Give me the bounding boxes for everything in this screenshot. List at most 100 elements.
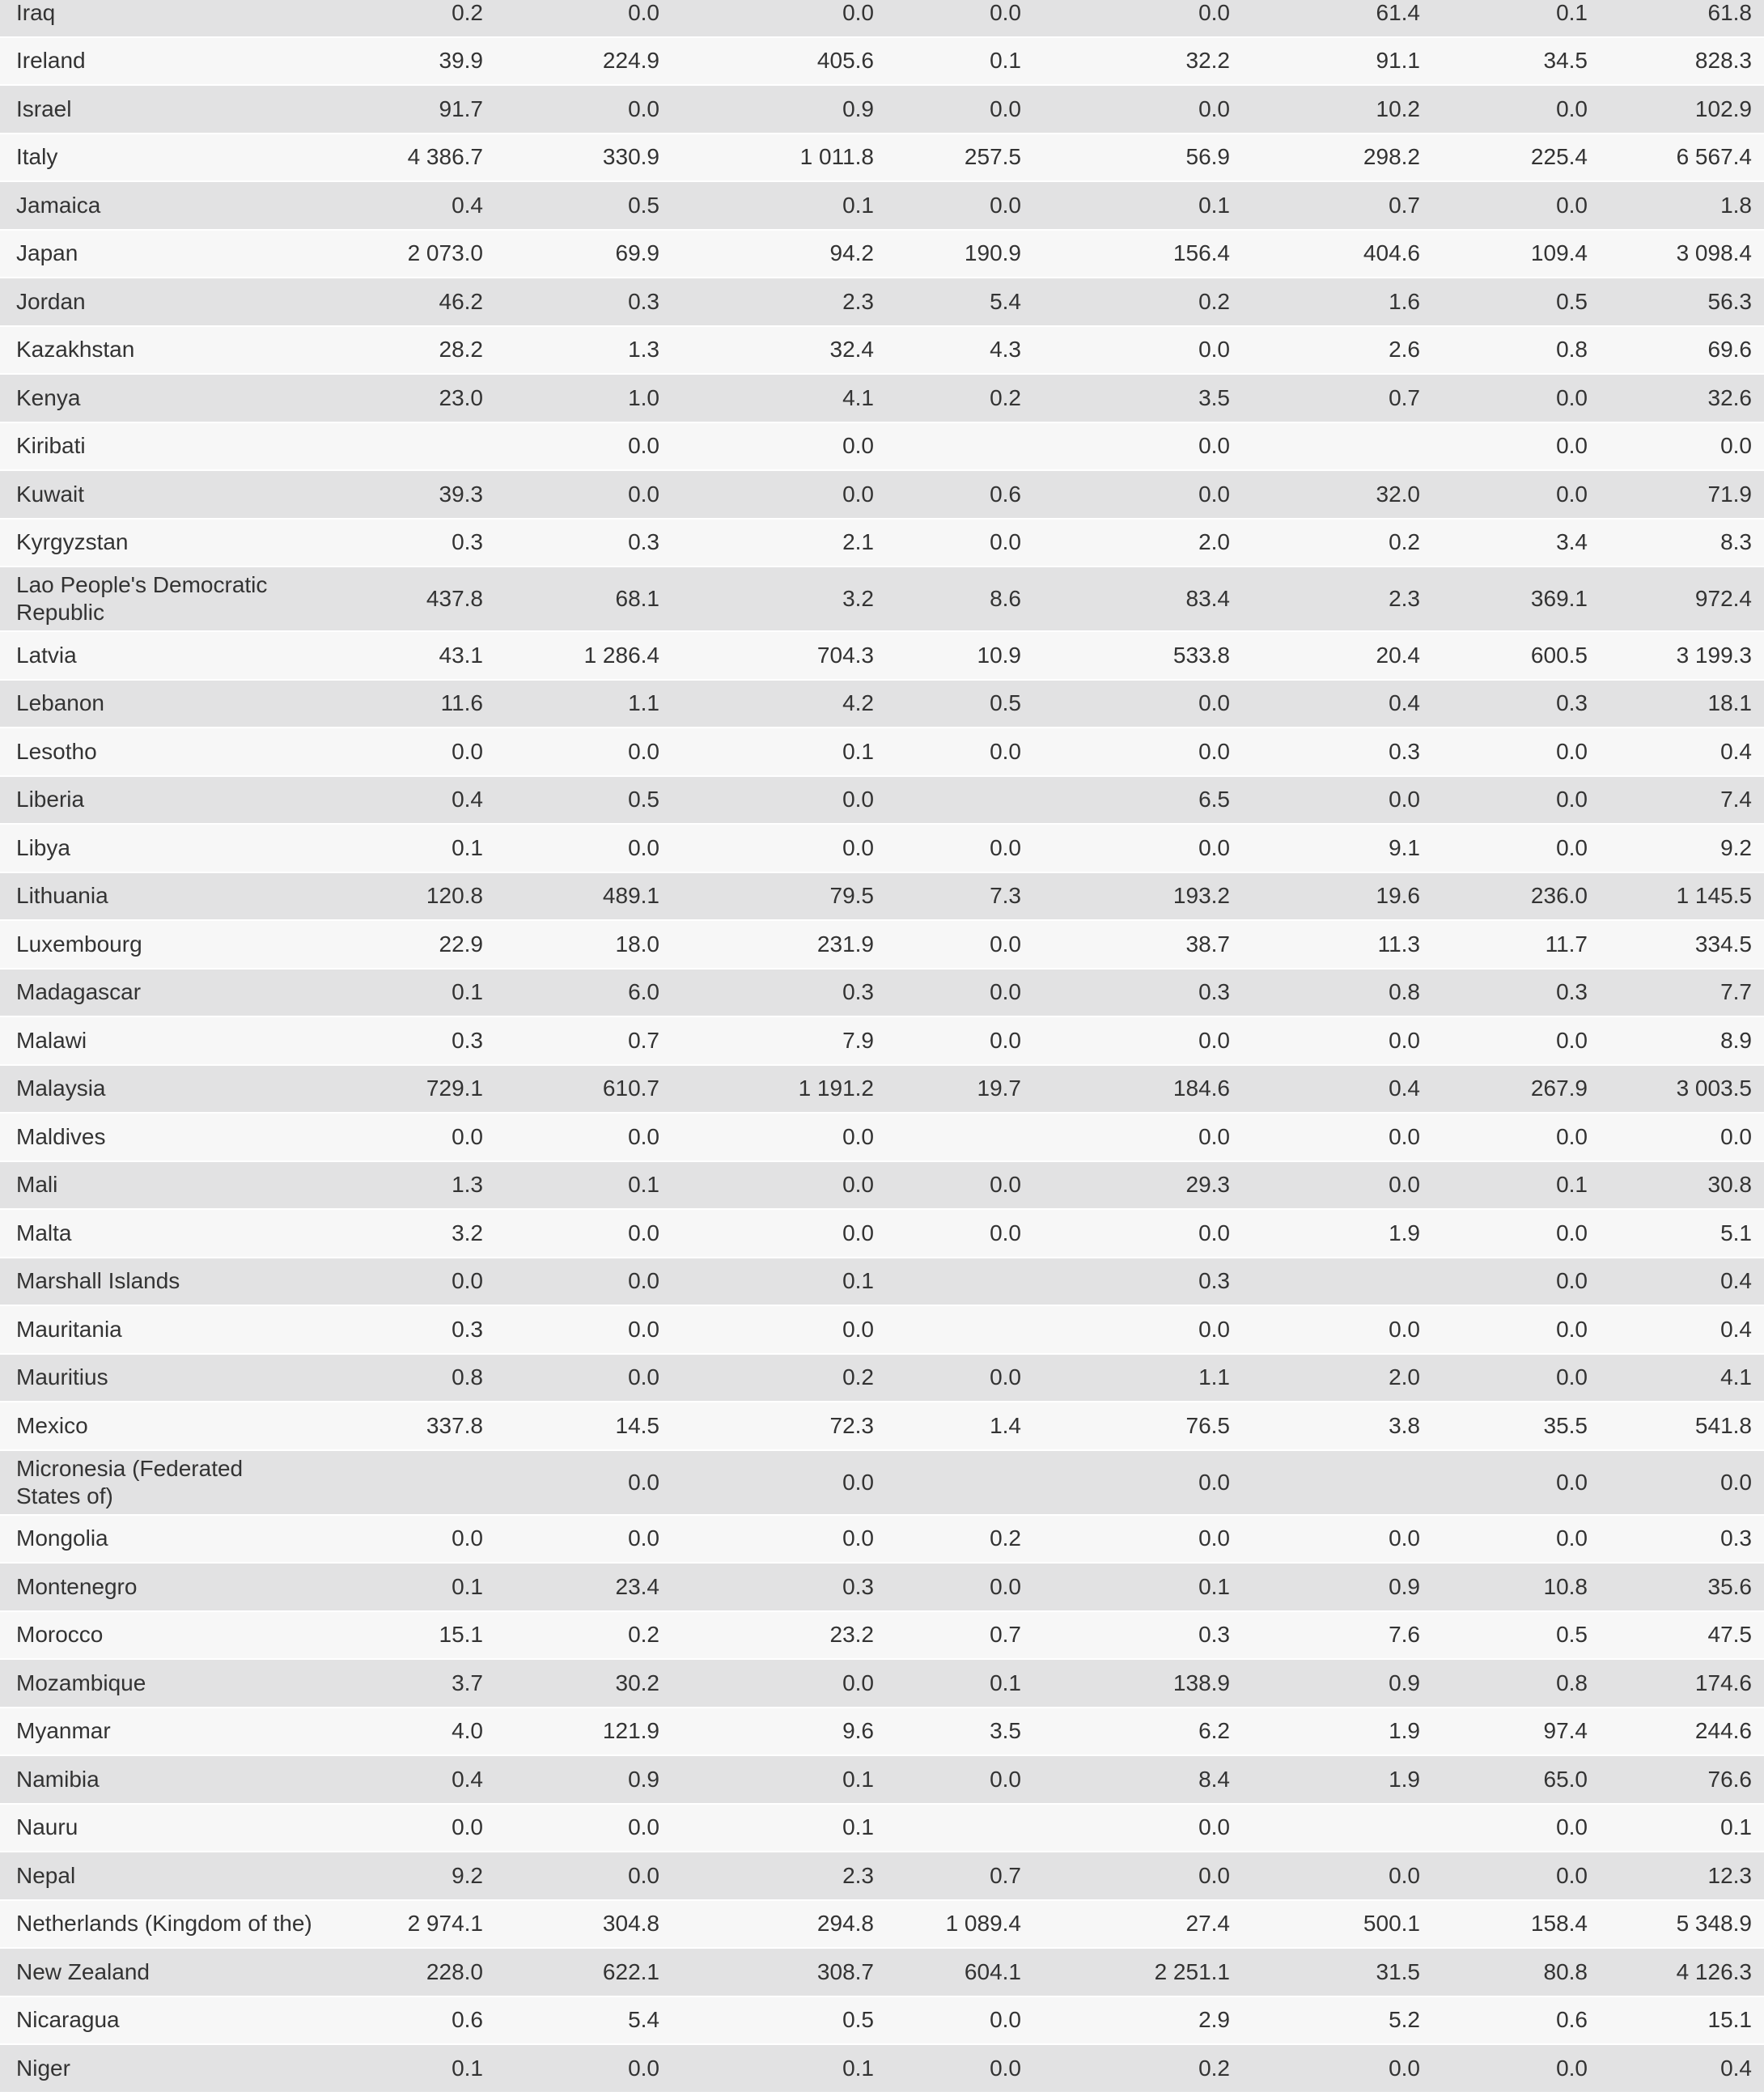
value-cell: 610.7 <box>494 1065 671 1114</box>
country-name: Lebanon <box>0 680 340 728</box>
value-cell: 174.6 <box>1599 1660 1764 1708</box>
country-name: Italy <box>0 134 340 182</box>
value-cell: 23.0 <box>340 375 494 423</box>
value-cell: 23.2 <box>671 1611 885 1660</box>
table-row: Mali 1.3 0.1 0.0 0.0 29.3 0.0 0.1 30.8 <box>0 1161 1764 1210</box>
value-cell: 7.9 <box>671 1017 885 1066</box>
value-cell: 0.0 <box>340 1114 494 1162</box>
value-cell: 0.0 <box>1431 1306 1599 1355</box>
value-cell: 0.3 <box>1431 969 1599 1017</box>
value-cell: 0.0 <box>494 1515 671 1564</box>
table-row: Iraq 0.2 0.0 0.0 0.0 0.0 61.4 0.1 61.8 <box>0 0 1764 38</box>
value-cell: 0.0 <box>1431 1210 1599 1258</box>
value-cell: 0.4 <box>1599 1258 1764 1306</box>
table-row: Latvia 43.1 1 286.4 704.3 10.9 533.8 20.4 600.5… <box>0 632 1764 681</box>
value-cell: 0.2 <box>494 1611 671 1660</box>
country-name: Montenegro <box>0 1564 340 1612</box>
value-cell: 0.8 <box>1431 326 1599 375</box>
value-cell: 0.0 <box>1431 1515 1599 1564</box>
country-name: Kyrgyzstan <box>0 519 340 567</box>
value-cell: 0.1 <box>1599 1804 1764 1852</box>
value-cell: 2 974.1 <box>340 1900 494 1949</box>
country-name: Kiribati <box>0 422 340 471</box>
value-cell <box>340 422 494 471</box>
value-cell: 10.2 <box>1241 86 1431 134</box>
value-cell: 1.9 <box>1241 1708 1431 1756</box>
value-cell: 0.8 <box>1431 1660 1599 1708</box>
value-cell: 337.8 <box>340 1402 494 1451</box>
value-cell: 1 191.2 <box>671 1065 885 1114</box>
value-cell: 39.3 <box>340 471 494 520</box>
value-cell: 102.9 <box>1599 86 1764 134</box>
value-cell: 4.2 <box>671 680 885 728</box>
value-cell: 0.0 <box>1033 680 1241 728</box>
value-cell: 0.5 <box>1431 1611 1599 1660</box>
value-cell: 2 073.0 <box>340 230 494 278</box>
value-cell: 27.4 <box>1033 1900 1241 1949</box>
table-row: Niger 0.1 0.0 0.1 0.0 0.2 0.0 0.0 0.4 <box>0 2045 1764 2094</box>
value-cell: 600.5 <box>1431 632 1599 681</box>
value-cell: 0.2 <box>671 1354 885 1402</box>
value-cell: 0.0 <box>494 1306 671 1355</box>
value-cell: 489.1 <box>494 872 671 921</box>
value-cell: 6.5 <box>1033 776 1241 825</box>
value-cell: 405.6 <box>671 37 885 86</box>
value-cell: 0.6 <box>340 1996 494 2045</box>
value-cell: 0.0 <box>1033 326 1241 375</box>
country-name: Nicaragua <box>0 1996 340 2045</box>
country-name: Marshall Islands <box>0 1258 340 1306</box>
value-cell: 0.6 <box>1431 1996 1599 2045</box>
value-cell: 0.0 <box>1431 471 1599 520</box>
value-cell: 622.1 <box>494 1949 671 1997</box>
value-cell: 533.8 <box>1033 632 1241 681</box>
value-cell: 0.0 <box>671 1161 885 1210</box>
value-cell: 0.0 <box>1431 1450 1599 1516</box>
table-row: Libya 0.1 0.0 0.0 0.0 0.0 9.1 0.0 9.2 <box>0 825 1764 873</box>
table-row: Mexico 337.8 14.5 72.3 1.4 76.5 3.8 35.5 541.8 <box>0 1402 1764 1451</box>
value-cell: 3 199.3 <box>1599 632 1764 681</box>
value-cell <box>885 776 1033 825</box>
value-cell: 0.0 <box>885 921 1033 970</box>
value-cell: 0.1 <box>885 1660 1033 1708</box>
value-cell: 11.7 <box>1431 921 1599 970</box>
value-cell: 7.7 <box>1599 969 1764 1017</box>
value-cell: 0.0 <box>1241 1114 1431 1162</box>
value-cell: 3.8 <box>1241 1402 1431 1451</box>
value-cell <box>885 1258 1033 1306</box>
value-cell: 65.0 <box>1431 1756 1599 1805</box>
value-cell: 3.5 <box>885 1708 1033 1756</box>
value-cell: 0.0 <box>494 422 671 471</box>
table-row: Nauru 0.0 0.0 0.1 0.0 0.0 0.1 <box>0 1804 1764 1852</box>
value-cell: 94.2 <box>671 230 885 278</box>
value-cell: 0.0 <box>494 825 671 873</box>
country-name: Kazakhstan <box>0 326 340 375</box>
value-cell: 0.0 <box>494 86 671 134</box>
value-cell: 39.9 <box>340 37 494 86</box>
value-cell: 0.0 <box>1033 1852 1241 1901</box>
value-cell: 1 011.8 <box>671 134 885 182</box>
value-cell: 0.8 <box>1241 969 1431 1017</box>
value-cell: 31.5 <box>1241 1949 1431 1997</box>
value-cell: 35.5 <box>1431 1402 1599 1451</box>
value-cell: 330.9 <box>494 134 671 182</box>
value-cell: 11.6 <box>340 680 494 728</box>
value-cell: 0.9 <box>494 1756 671 1805</box>
value-cell: 2.3 <box>671 1852 885 1901</box>
value-cell: 0.3 <box>340 519 494 567</box>
value-cell: 0.2 <box>1241 519 1431 567</box>
country-name: Luxembourg <box>0 921 340 970</box>
value-cell: 1.1 <box>494 680 671 728</box>
table-row: Madagascar 0.1 6.0 0.3 0.0 0.3 0.8 0.3 7.7 <box>0 969 1764 1017</box>
value-cell: 0.0 <box>494 1210 671 1258</box>
value-cell: 244.6 <box>1599 1708 1764 1756</box>
value-cell: 32.2 <box>1033 37 1241 86</box>
value-cell: 0.0 <box>340 1515 494 1564</box>
table-row: Malta 3.2 0.0 0.0 0.0 0.0 1.9 0.0 5.1 <box>0 1210 1764 1258</box>
value-cell: 2.3 <box>671 278 885 327</box>
value-cell: 0.0 <box>1599 1450 1764 1516</box>
value-cell: 0.2 <box>1033 2045 1241 2094</box>
value-cell: 3.2 <box>340 1210 494 1258</box>
